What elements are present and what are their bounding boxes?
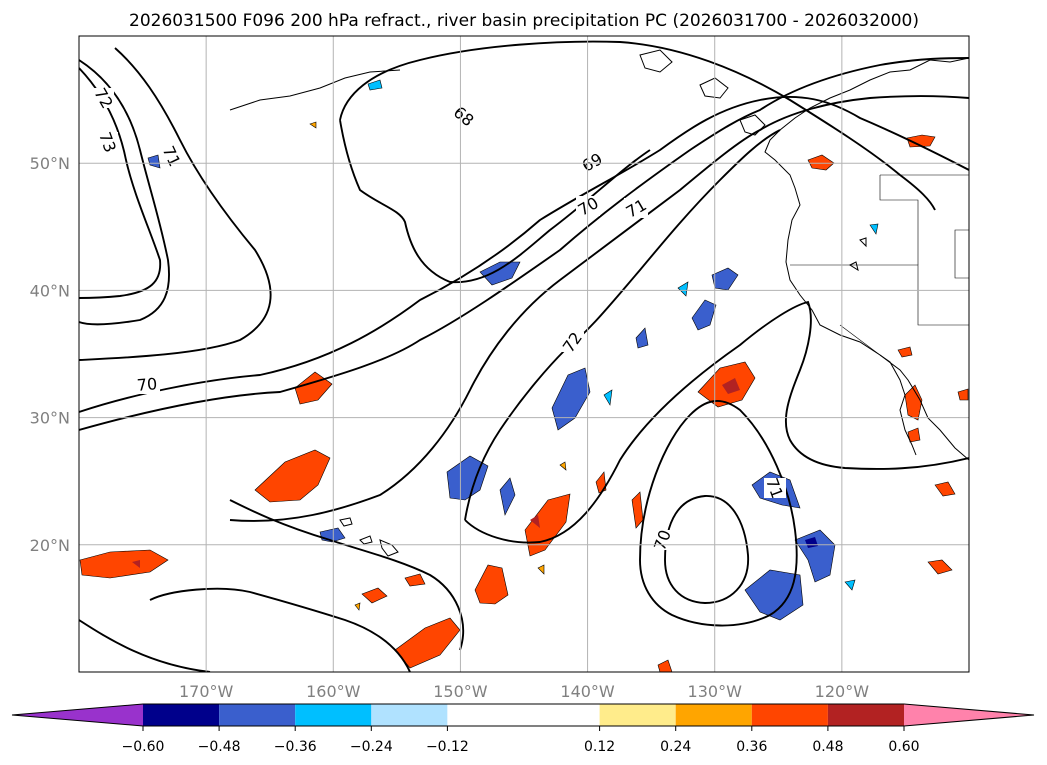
colorbar-segment [751, 704, 828, 726]
lat-tick-label: 50°N [30, 154, 70, 173]
pos-patch [957, 388, 969, 401]
contour-73-west [79, 67, 162, 299]
core-patch [132, 560, 140, 568]
colorbar-tick-label: −0.12 [426, 739, 469, 755]
lon-tick-label: 120°W [815, 682, 870, 701]
pos-patch [474, 564, 509, 605]
colorbar-tick-label: −0.60 [122, 739, 165, 755]
neg-patch [446, 455, 489, 501]
neg-patch [479, 261, 521, 286]
colorbar-segment [827, 704, 904, 726]
colorbar-tick-label: 0.24 [660, 739, 691, 755]
contour-72-west [79, 59, 170, 326]
colorbar-segment [447, 704, 600, 726]
pos-patch [537, 564, 545, 575]
pos-patch [897, 346, 913, 358]
colorbar-segment [219, 704, 296, 726]
pos-patch [79, 549, 169, 579]
gridlines [79, 36, 969, 672]
longitude-ticks: 170°W 160°W 150°W 140°W 130°W 120°W [179, 682, 869, 701]
lat-tick-label: 20°N [30, 536, 70, 555]
coastlines [229, 49, 969, 557]
colorbar: −0.60 −0.48 −0.36 −0.24 −0.12 0.12 0.24 0.36 0.4… [11, 703, 1035, 755]
colorbar-segment [371, 704, 448, 726]
colorbar-tick-label: −0.24 [350, 739, 393, 755]
colorbar-segment [675, 704, 752, 726]
lat-tick-label: 30°N [30, 409, 70, 428]
pos-patch [906, 134, 936, 148]
neg-patch [603, 389, 613, 406]
pos-patch [354, 602, 361, 611]
contour-71-west [79, 47, 272, 361]
contour-72-south [229, 499, 465, 651]
lon-tick-label: 140°W [560, 682, 615, 701]
pos-patch [524, 493, 571, 557]
lon-tick-label: 130°W [688, 682, 743, 701]
neg-patch [844, 579, 856, 591]
pos-patch [657, 659, 673, 672]
core-patch [722, 378, 740, 394]
contour-label: 70 [136, 374, 158, 395]
map-frame [78, 35, 970, 673]
pos-patch [404, 573, 426, 587]
core-patch [530, 515, 540, 528]
map-background [79, 36, 969, 672]
colorbar-tick-label: 0.36 [736, 739, 767, 755]
pos-patch [807, 154, 835, 171]
colorbar-extend-low [12, 704, 143, 726]
colorbar-segment [599, 704, 676, 726]
chart-title: 2026031500 F096 200 hPa refract., river … [129, 11, 919, 31]
refractivity-contours [79, 40, 969, 672]
contour-72-loop [464, 300, 969, 544]
colorbar-tick-label: −0.36 [274, 739, 317, 755]
contour-labels: 72 73 71 68 69 70 71 72 70 70 71 [90, 85, 787, 553]
neg-patch [551, 367, 591, 431]
neg-patch [147, 154, 161, 169]
neg-patch [794, 529, 836, 583]
colorbar-segment [295, 704, 372, 726]
lat-tick-label: 40°N [30, 281, 70, 300]
neg-patch [691, 299, 717, 331]
lon-tick-label: 160°W [306, 682, 361, 701]
contour-71-inner [664, 495, 749, 604]
colorbar-segment [143, 704, 220, 726]
pos-patch [927, 559, 953, 575]
contour-72-mid [464, 129, 781, 521]
lon-tick-label: 170°W [179, 682, 234, 701]
neg-patch [635, 327, 649, 349]
lon-tick-label: 150°W [433, 682, 488, 701]
neg-patch [367, 79, 383, 91]
neg-patch [677, 281, 689, 297]
colorbar-tick-label: 0.12 [584, 739, 615, 755]
contour-south-edge [149, 587, 411, 672]
colorbar-extend-high [904, 704, 1034, 726]
us-state-borders [790, 174, 969, 356]
contour-70-mid [79, 57, 969, 431]
contour-70-south [79, 619, 211, 672]
contour-71-mid [229, 95, 969, 522]
neg-patch [499, 477, 516, 516]
colorbar-tick-label: 0.60 [888, 739, 919, 755]
neg-patch [869, 223, 879, 235]
colorbar-tick-label: 0.48 [812, 739, 843, 755]
pos-patch [309, 121, 317, 129]
contour-69 [79, 95, 969, 413]
colorbar-tick-label: −0.48 [198, 739, 241, 755]
pos-patch [559, 461, 567, 471]
neg-patch [744, 569, 804, 621]
pos-patch [904, 384, 923, 421]
pos-patch [934, 481, 956, 497]
pos-patch [361, 587, 388, 604]
latitude-ticks: 20°N 30°N 40°N 50°N [30, 154, 70, 555]
contour-70-ellipse [639, 400, 798, 627]
pos-patch [254, 449, 331, 503]
